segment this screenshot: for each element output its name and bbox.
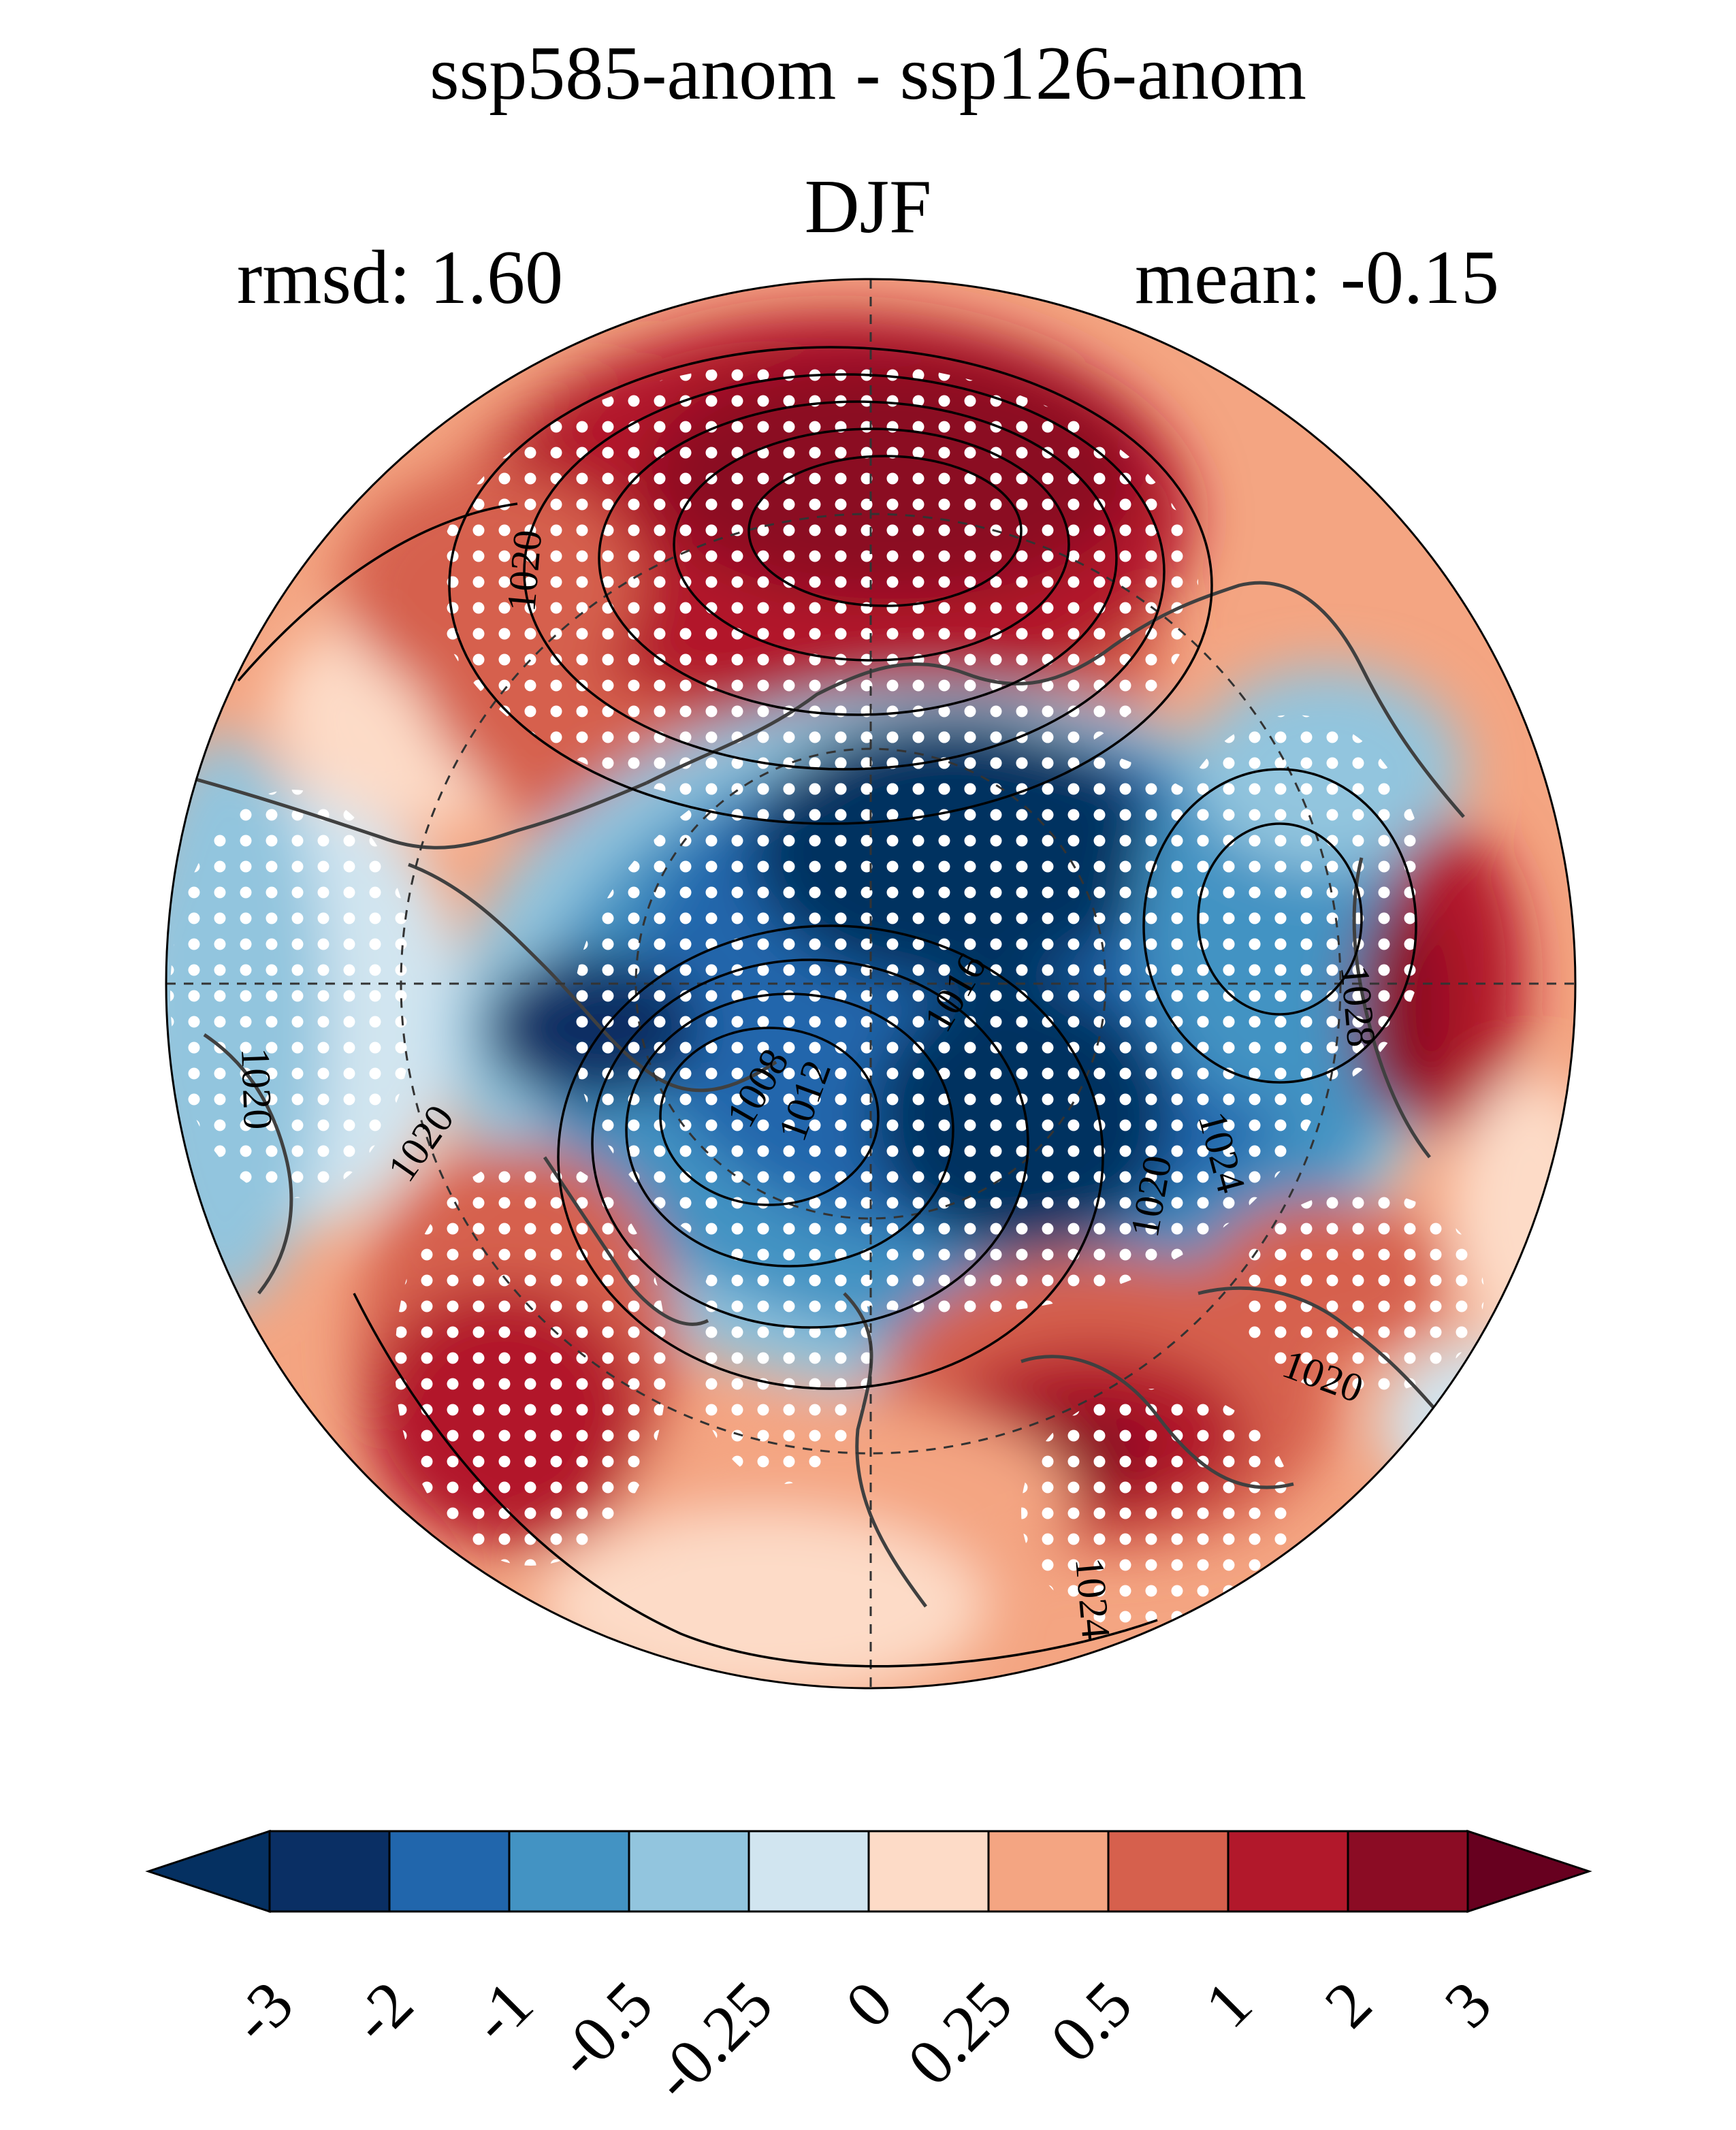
significance-stipple xyxy=(170,361,1484,1634)
colorbar-swatch xyxy=(1227,1830,1349,1913)
map-disk: 1020 1008 1012 1016 1028 1024 1020 1020 … xyxy=(166,279,1575,1688)
colorbar-swatch xyxy=(388,1830,511,1913)
colorbar-tick-label: -1 xyxy=(457,1967,547,2056)
colorbar-tick-label: 0.5 xyxy=(1036,1967,1146,2076)
colorbar-tick-label: 0 xyxy=(831,1967,906,2042)
colorbar: -3 -2 -1-0.5-0.25 00.25 0.5 1 2 3 xyxy=(145,1829,1592,2114)
map-title: ssp585-anom - ssp126-anom xyxy=(430,31,1306,116)
colorbar-swatch xyxy=(1347,1830,1469,1913)
colorbar-ticks: -3 -2 -1-0.5-0.25 00.25 0.5 1 2 3 xyxy=(217,1967,1505,2114)
colorbar-tick-label: 2 xyxy=(1311,1967,1385,2042)
isobar-contours xyxy=(237,346,1417,1668)
colorbar-tick-label: -0.25 xyxy=(639,1967,786,2114)
season-label: DJF xyxy=(804,165,932,249)
colorbar-tick-label: 3 xyxy=(1430,1967,1505,2042)
colorbar-swatch xyxy=(748,1830,870,1913)
colorbar-swatch xyxy=(628,1830,750,1913)
contour-label: 1028 xyxy=(1332,963,1384,1048)
colorbar-swatch xyxy=(1107,1830,1229,1913)
map-border xyxy=(165,278,1577,1690)
coastlines xyxy=(183,581,1465,1608)
colorbar-swatch xyxy=(268,1830,391,1913)
contour-label: 1020 xyxy=(233,1047,280,1130)
colorbar-swatch xyxy=(508,1830,630,1913)
colorbar-extend-high xyxy=(1466,1829,1592,1914)
colorbar-tick-label: 1 xyxy=(1191,1967,1266,2042)
colorbar-tick-label: 0.25 xyxy=(893,1967,1025,2099)
contour-label: 1020 xyxy=(498,528,550,613)
polar-map: 1020 1008 1012 1016 1028 1024 1020 1020 … xyxy=(165,278,1577,1690)
contour-label: 1024 xyxy=(1067,1555,1119,1641)
rmsd-label: rmsd: 1.60 xyxy=(237,236,564,320)
mean-label: mean: -0.15 xyxy=(1135,236,1499,320)
colorbar-extend-low xyxy=(145,1829,271,1914)
colorbar-tick-label: -3 xyxy=(217,1967,307,2056)
colorbar-swatch xyxy=(987,1830,1110,1913)
colorbar-swatch xyxy=(867,1830,990,1913)
colorbar-tick-label: -2 xyxy=(337,1967,427,2056)
colorbar-swatches xyxy=(145,1829,1592,1914)
